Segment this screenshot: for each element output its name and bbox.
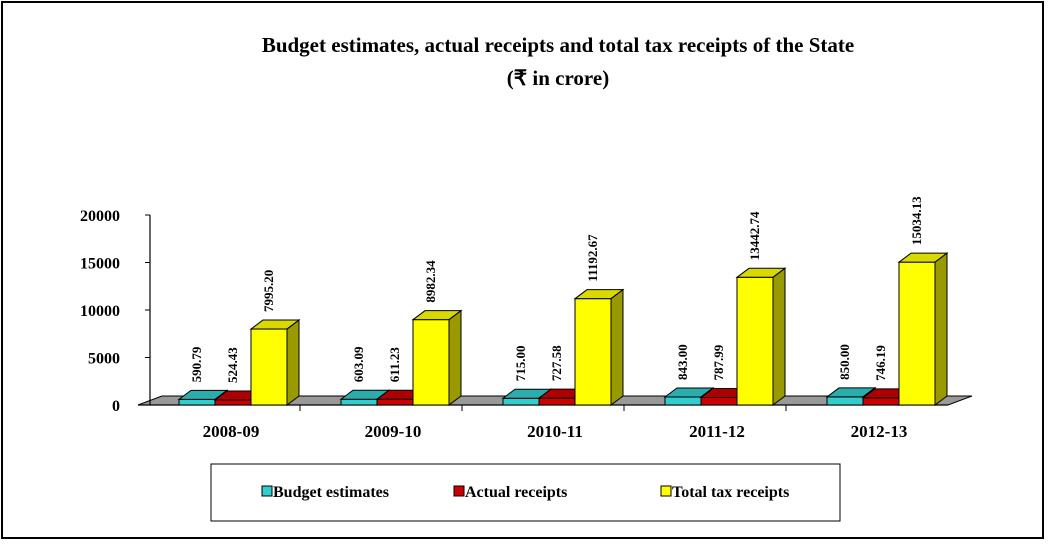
bar [899,253,947,405]
data-label: 746.19 [873,345,888,381]
bar-side [773,268,785,405]
bar-front [701,398,737,405]
bar-front [215,400,251,405]
y-tick-label: 5000 [88,351,120,368]
bar-front [827,397,863,405]
data-label: 850.00 [837,344,852,380]
bar [413,311,461,405]
data-label: 715.00 [513,345,528,381]
bar-front [863,398,899,405]
bar-side [287,320,299,405]
bar [575,290,623,405]
bar [251,320,299,405]
y-tick-label: 0 [112,398,120,415]
data-label: 603.09 [351,346,366,382]
data-label: 843.00 [675,344,690,380]
bar-front [737,277,773,405]
bar-side [935,253,947,405]
legend-label: Total tax receipts [672,484,789,501]
x-tick-label: 2010-11 [527,422,583,441]
legend-swatch [262,486,272,496]
chart-title: Budget estimates, actual receipts and to… [262,33,854,57]
bar-front [413,320,449,405]
bar-side [611,290,623,405]
legend-swatch [454,486,464,496]
bar-front [341,399,377,405]
y-tick-label: 10000 [80,303,120,320]
bar-front [251,329,287,405]
y-tick-label: 15000 [80,256,120,273]
x-tick-label: 2008-09 [203,422,260,441]
plot-area: 0 5000 10000 15000 20000 2008-09 2009-10 2010-1… [80,196,972,441]
data-label: 7995.20 [261,270,276,312]
bar-front [899,262,935,405]
bar-side [449,311,461,405]
x-tick-label: 2009-10 [365,422,422,441]
data-label: 590.79 [189,346,204,382]
bar-front [575,299,611,405]
data-label: 15034.13 [909,196,924,245]
bar-front [179,399,215,405]
x-tick-label: 2012-13 [851,422,908,441]
chart-subtitle: (₹ in crore) [507,66,609,90]
bar-front [503,398,539,405]
x-tick-label: 2011-12 [689,422,745,441]
y-tick-label: 20000 [80,208,120,225]
bar-front [539,398,575,405]
bar-front [377,399,413,405]
data-label: 787.99 [711,344,726,380]
bar-front [665,397,701,405]
legend: Budget estimates Actual receipts Total tax… [211,464,840,521]
legend-swatch [661,486,671,496]
legend-label: Actual receipts [465,484,567,501]
data-label: 11192.67 [585,234,600,282]
data-label: 13442.74 [747,211,762,260]
bar [737,268,785,405]
data-label: 611.23 [387,347,402,383]
legend-label: Budget estimates [273,484,389,501]
data-label: 727.58 [549,345,564,381]
data-label: 524.43 [225,347,240,383]
data-label: 8982.34 [423,260,438,303]
